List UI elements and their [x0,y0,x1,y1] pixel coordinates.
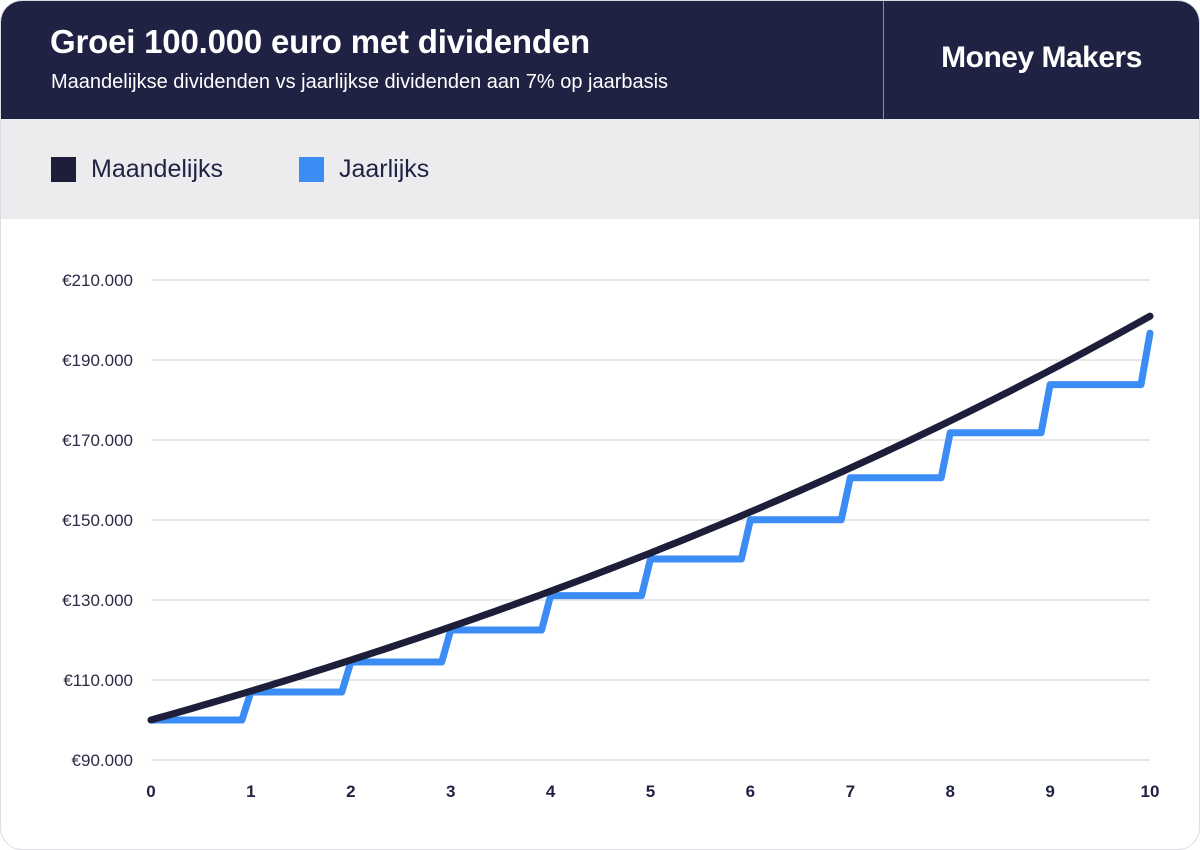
series-line-jaarlijks [147,329,1154,724]
y-axis-ticks: €90.000 €110.000 €130.000 €150.000 €170.000 €… [62,271,133,770]
x-tick-label: 0 [146,782,155,801]
y-tick-label: €170.000 [62,431,133,450]
legend-swatch-jaarlijks [299,156,324,182]
y-tick-label: €190.000 [62,351,133,370]
x-tick-label: 9 [1045,782,1054,801]
x-tick-label: 3 [446,782,455,801]
gridlines [151,279,1150,761]
y-tick-label: €110.000 [63,671,133,690]
series-line-maandelijks [147,312,1154,724]
legend-label-jaarlijks: Jaarlijks [339,154,430,183]
series-lines [147,312,1154,724]
x-tick-label: 6 [746,782,755,801]
chart-subtitle: Maandelijkse dividenden vs jaarlijkse di… [51,71,669,93]
x-tick-label: 2 [346,782,355,801]
chart-title: Groei 100.000 euro met dividenden [50,23,590,60]
legend-swatch-maandelijks [51,156,76,182]
x-tick-label: 5 [646,782,655,801]
x-tick-label: 7 [846,782,855,801]
x-tick-label: 1 [246,782,255,801]
x-tick-label: 10 [1141,782,1160,801]
legend-label-maandelijks: Maandelijks [91,154,224,183]
y-tick-label: €210.000 [62,271,133,290]
legend: Maandelijks Jaarlijks [1,119,1199,219]
y-tick-label: €130.000 [62,591,133,610]
legend-item-maandelijks: Maandelijks [51,154,223,184]
header-banner: Groei 100.000 euro met dividenden Maande… [1,1,1199,119]
brand-logo: Money Makers [941,41,1142,74]
legend-item-jaarlijks: Jaarlijks [299,154,429,184]
x-tick-label: 8 [945,782,954,801]
header-divider [883,1,884,119]
x-axis-ticks: 0 1 2 3 4 5 6 7 8 9 10 [146,782,1159,801]
x-tick-label: 4 [546,782,556,801]
y-tick-label: €90.000 [72,751,133,770]
y-tick-label: €150.000 [62,511,133,530]
